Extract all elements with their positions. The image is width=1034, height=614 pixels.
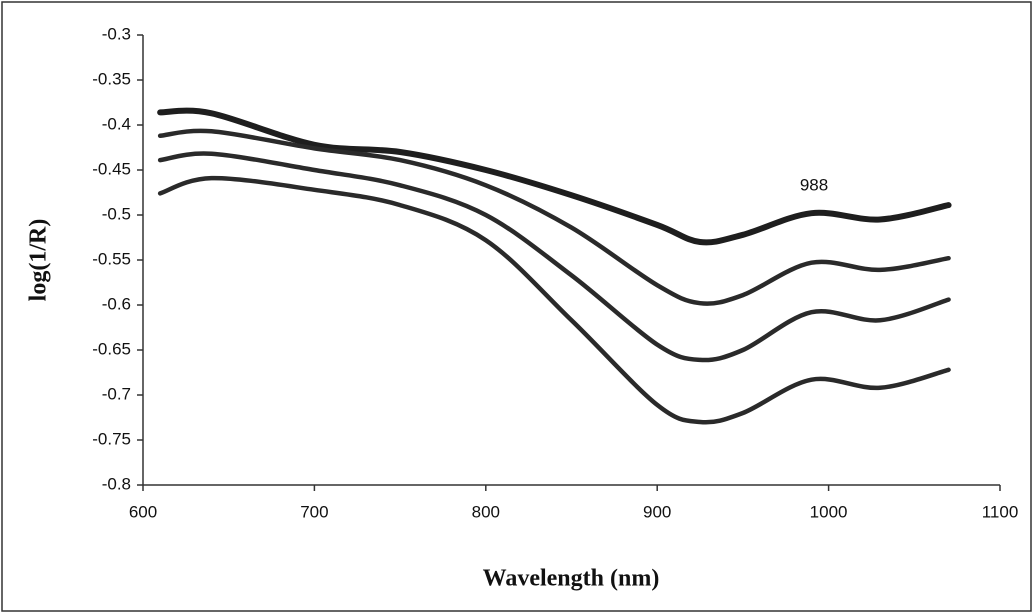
y-tick-label: -0.3 xyxy=(102,24,131,43)
annotation: 988 xyxy=(800,175,828,194)
x-axis-title: Wavelength (nm) xyxy=(483,566,660,592)
y-tick-label: -0.55 xyxy=(92,249,131,268)
y-tick-label: -0.75 xyxy=(92,429,131,448)
y-tick-label: -0.35 xyxy=(92,69,131,88)
y-tick-label: -0.4 xyxy=(102,114,131,133)
y-tick-label: -0.65 xyxy=(92,339,131,358)
y-tick-label: -0.45 xyxy=(92,159,131,178)
x-tick-label: 1000 xyxy=(810,502,848,521)
y-tick-label: -0.7 xyxy=(102,384,131,403)
x-tick-label: 600 xyxy=(129,502,157,521)
series-line xyxy=(157,175,951,425)
y-tick-label: -0.8 xyxy=(102,474,131,493)
y-tick-label: -0.5 xyxy=(102,204,131,223)
series-line xyxy=(157,107,952,246)
series-line xyxy=(157,151,951,363)
x-tick-label: 1100 xyxy=(982,502,1019,521)
x-tick-label: 900 xyxy=(643,502,671,521)
x-tick-label: 800 xyxy=(472,502,500,521)
series-line xyxy=(157,128,951,306)
x-tick-label: 700 xyxy=(300,502,328,521)
y-axis-title: log(1/R) xyxy=(26,219,52,302)
y-tick-label: -0.6 xyxy=(102,294,131,313)
